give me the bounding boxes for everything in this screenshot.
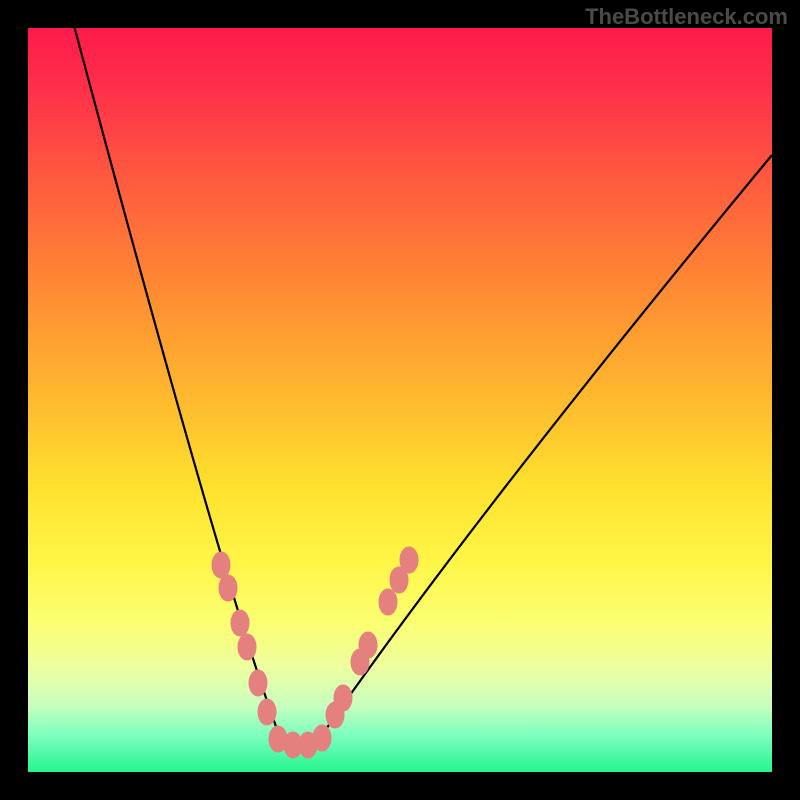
chart-svg (0, 0, 800, 800)
curve-marker (249, 670, 267, 696)
curve-marker (359, 632, 377, 658)
curve-marker (238, 634, 256, 660)
curve-marker (231, 610, 249, 636)
curve-marker (379, 589, 397, 615)
curve-marker (400, 547, 418, 573)
chart-frame: TheBottleneck.com (0, 0, 800, 800)
plot-background (28, 28, 772, 772)
watermark-text: TheBottleneck.com (585, 4, 788, 30)
curve-marker (313, 725, 331, 751)
curve-marker (258, 699, 276, 725)
curve-marker (334, 685, 352, 711)
curve-marker (219, 575, 237, 601)
curve-marker (212, 552, 230, 578)
